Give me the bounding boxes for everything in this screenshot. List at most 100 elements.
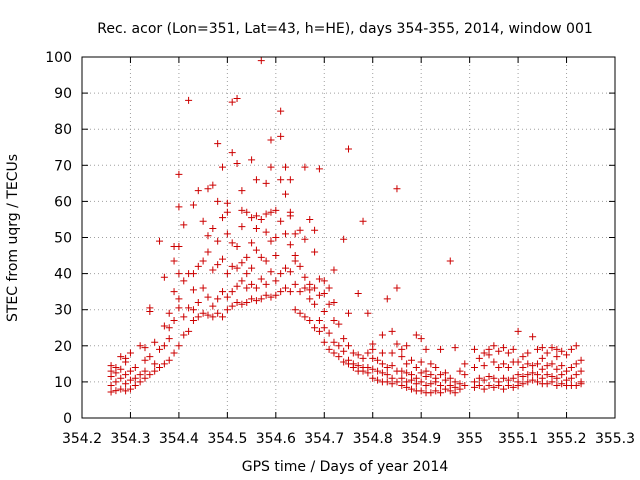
data-point	[422, 367, 430, 375]
data-point	[572, 342, 580, 350]
data-point	[160, 342, 168, 350]
data-point	[325, 329, 333, 337]
data-point	[485, 345, 493, 353]
x-tick-label: 354.6	[256, 431, 296, 447]
data-point	[180, 313, 188, 321]
data-point	[364, 309, 372, 317]
data-point	[519, 372, 527, 380]
data-point	[407, 371, 415, 379]
x-tick-label: 354.2	[62, 431, 102, 447]
data-point	[248, 295, 256, 303]
data-point	[388, 374, 396, 382]
data-point	[209, 302, 217, 310]
data-point	[437, 389, 445, 397]
data-point	[437, 345, 445, 353]
x-axis-label: GPS time / Days of year 2014	[242, 459, 449, 475]
data-point	[112, 387, 120, 395]
data-point	[233, 298, 241, 306]
data-point	[175, 304, 183, 312]
data-point	[277, 270, 285, 278]
data-point	[345, 356, 352, 364]
data-point	[156, 363, 164, 371]
data-point	[160, 322, 168, 330]
data-point	[156, 237, 164, 245]
data-point	[349, 349, 357, 357]
data-point	[223, 306, 231, 314]
data-point	[340, 335, 348, 343]
data-point	[112, 378, 120, 386]
data-point	[490, 383, 498, 391]
data-point	[446, 257, 454, 265]
data-point	[262, 228, 270, 236]
data-point	[519, 353, 527, 361]
data-point	[272, 277, 280, 285]
data-point	[441, 369, 449, 377]
data-point	[180, 331, 188, 339]
data-point	[412, 374, 420, 382]
data-point	[417, 358, 425, 366]
x-tick-label: 355.2	[546, 431, 586, 447]
data-point	[199, 257, 207, 265]
data-point	[194, 262, 202, 270]
data-point	[185, 96, 193, 104]
data-point	[538, 354, 546, 362]
data-point	[529, 369, 537, 377]
data-point	[514, 327, 522, 335]
data-point	[175, 243, 183, 251]
data-point	[383, 371, 391, 379]
data-point	[504, 376, 512, 384]
data-point	[529, 376, 537, 384]
data-point	[243, 208, 251, 216]
data-point	[282, 264, 290, 272]
y-tick-label: 90	[54, 86, 72, 102]
data-point	[131, 374, 139, 382]
data-point	[422, 382, 430, 390]
data-point	[369, 365, 377, 373]
data-point	[354, 289, 362, 297]
grid-lines	[82, 57, 615, 418]
data-point	[553, 365, 561, 373]
data-point	[306, 215, 314, 223]
data-point	[315, 327, 323, 335]
data-point	[248, 214, 256, 222]
data-point	[480, 349, 488, 357]
data-point	[335, 342, 343, 350]
data-point	[257, 57, 265, 65]
data-point	[243, 270, 251, 278]
data-point	[267, 208, 275, 216]
data-point	[461, 360, 469, 368]
data-point	[427, 371, 435, 379]
data-point	[330, 317, 338, 325]
data-point	[446, 382, 454, 390]
data-point	[354, 351, 362, 359]
data-point	[558, 371, 566, 379]
y-tick-label: 40	[54, 267, 72, 283]
data-point	[407, 385, 415, 393]
data-point	[345, 309, 352, 317]
data-point	[107, 382, 115, 390]
data-point	[214, 295, 222, 303]
data-point	[383, 363, 391, 371]
data-point	[282, 190, 290, 198]
data-point	[165, 324, 173, 332]
data-point	[500, 344, 508, 352]
data-point	[548, 360, 556, 368]
data-point	[170, 349, 178, 357]
data-point	[446, 374, 454, 382]
data-point	[563, 367, 571, 375]
data-point	[514, 378, 522, 386]
data-point	[126, 376, 134, 384]
data-point	[306, 280, 314, 288]
data-point	[417, 369, 425, 377]
x-tick-label: 355.1	[498, 431, 538, 447]
data-point	[233, 95, 241, 103]
data-point	[364, 363, 372, 371]
data-point	[311, 284, 319, 292]
data-point	[209, 224, 217, 232]
data-point	[509, 383, 517, 391]
data-point	[407, 356, 415, 364]
data-point	[340, 235, 348, 243]
data-point	[393, 185, 401, 193]
data-point	[538, 344, 546, 352]
data-point	[403, 369, 411, 377]
